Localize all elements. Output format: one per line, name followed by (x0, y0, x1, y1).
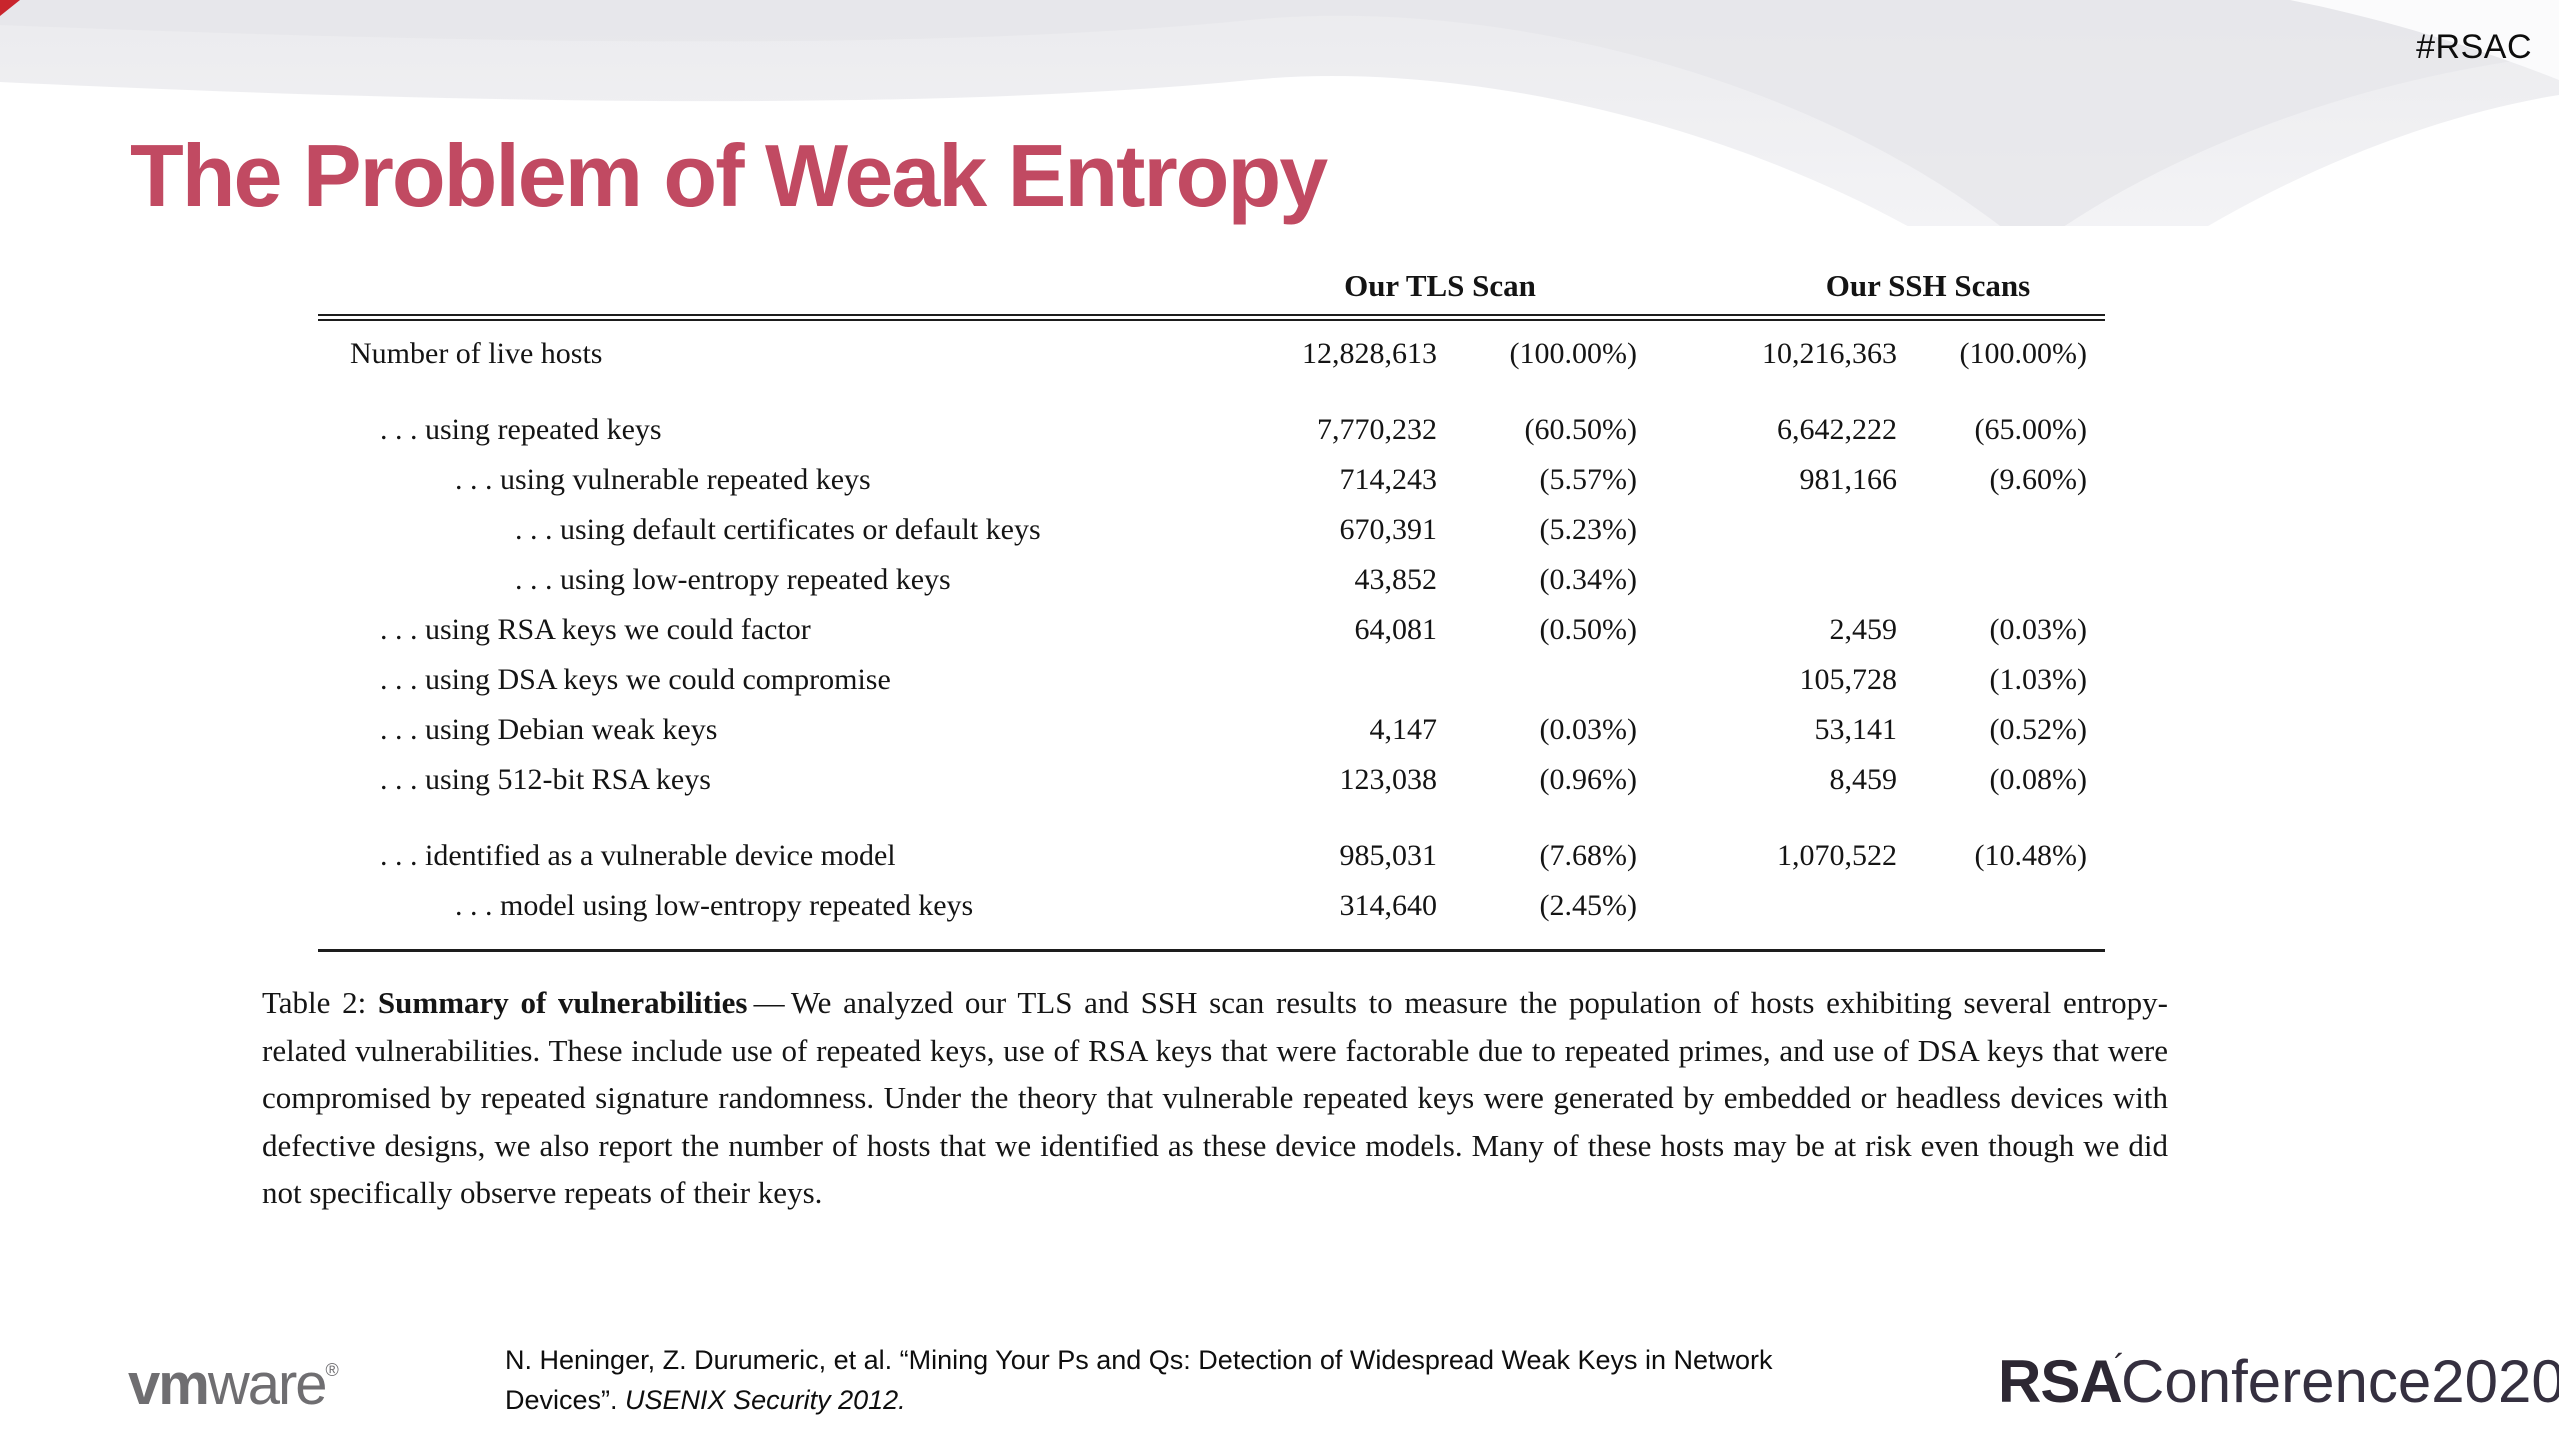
ssh-percent: (9.60%) (1989, 463, 2087, 496)
table-row: . . . using low-entropy repeated keys 43… (318, 555, 2105, 605)
table-bottom-rule (318, 949, 2105, 952)
column-header-tls: Our TLS Scan (1344, 268, 1536, 303)
hashtag-rsac: #RSAC (2416, 28, 2532, 66)
tls-percent: (7.68%) (1539, 839, 1637, 872)
tls-percent: (5.57%) (1539, 463, 1637, 496)
ssh-count: 10,216,363 (1762, 337, 1897, 370)
table-caption: Table 2: Summary of vulnerabilities — We… (262, 979, 2168, 1217)
ssh-count: 1,070,522 (1777, 839, 1897, 872)
row-label: . . . model using low-entropy repeated k… (455, 889, 974, 922)
tls-count: 4,147 (1369, 713, 1438, 746)
rsa-logo-accent-icon: ´ (2113, 1348, 2126, 1386)
row-label: . . . using repeated keys (380, 413, 662, 446)
row-label: . . . using default certificates or defa… (515, 513, 1041, 546)
table-row: . . . using 512-bit RSA keys 123,038 (0.… (318, 755, 2105, 805)
tls-count: 670,391 (1339, 513, 1438, 546)
row-label: . . . using RSA keys we could factor (380, 613, 811, 646)
ssh-count: 105,728 (1799, 663, 1898, 696)
ssh-count (1655, 505, 1915, 555)
table-figure-background (252, 226, 2217, 1276)
row-label: . . . using Debian weak keys (380, 713, 718, 746)
rsa-logo-bold: RSA (1998, 1348, 2123, 1415)
ssh-percent (1915, 555, 2105, 605)
row-label: Number of live hosts (350, 337, 603, 370)
table-row: . . . using repeated keys 7,770,232 (60.… (318, 405, 2105, 455)
registered-mark-icon: ® (325, 1360, 339, 1380)
ssh-percent: (10.48%) (1974, 839, 2087, 872)
tls-percent: (0.03%) (1539, 713, 1637, 746)
table-row: . . . using vulnerable repeated keys 714… (318, 455, 2105, 505)
table-header-row: Our TLS Scan Our SSH Scans (318, 244, 2105, 314)
table-body: Number of live hosts 12,828,613 (100.00%… (318, 321, 2105, 931)
column-header-ssh: Our SSH Scans (1825, 268, 2031, 303)
table-row: . . . using RSA keys we could factor 64,… (318, 605, 2105, 655)
ssh-count: 981,166 (1799, 463, 1898, 496)
ssh-count: 8,459 (1829, 763, 1898, 796)
tls-count: 43,852 (1354, 563, 1438, 596)
tls-percent (1455, 655, 1655, 705)
row-label: . . . using DSA keys we could compromise (380, 663, 891, 696)
ssh-percent: (100.00%) (1959, 337, 2087, 370)
tls-percent: (2.45%) (1539, 889, 1637, 922)
tls-percent: (5.23%) (1539, 513, 1637, 546)
caption-label: Table 2: (262, 985, 367, 1020)
ssh-percent: (1.03%) (1989, 663, 2087, 696)
tls-count: 314,640 (1339, 889, 1438, 922)
ssh-percent: (0.08%) (1989, 763, 2087, 796)
vmware-logo-rest: ware (207, 1352, 328, 1417)
row-label: . . . identified as a vulnerable device … (380, 839, 896, 872)
caption-dash: — (747, 985, 791, 1020)
table-row: . . . using default certificates or defa… (318, 505, 2105, 555)
tls-percent: (100.00%) (1509, 337, 1637, 370)
ssh-count: 6,642,222 (1777, 413, 1897, 446)
tls-count: 714,243 (1339, 463, 1438, 496)
tls-count: 7,770,232 (1317, 413, 1437, 446)
rsa-logo-rest: Conference2020 (2121, 1348, 2559, 1415)
citation-line-2-regular: Devices”. (505, 1385, 626, 1415)
ssh-count: 2,459 (1829, 613, 1898, 646)
tls-percent: (0.96%) (1539, 763, 1637, 796)
table-row: Number of live hosts 12,828,613 (100.00%… (318, 329, 2105, 379)
vmware-logo: vmware® (128, 1340, 339, 1415)
table-header-rule (318, 314, 2105, 321)
ssh-count: 53,141 (1814, 713, 1898, 746)
row-label: . . . using low-entropy repeated keys (515, 563, 951, 596)
row-label: . . . using vulnerable repeated keys (455, 463, 871, 496)
tls-count (1195, 655, 1455, 705)
ssh-count (1655, 555, 1915, 605)
tls-percent: (60.50%) (1524, 413, 1637, 446)
tls-count: 12,828,613 (1302, 337, 1437, 370)
tls-count: 123,038 (1339, 763, 1438, 796)
ssh-percent: (0.52%) (1989, 713, 2087, 746)
vmware-logo-bold: vm (128, 1352, 210, 1417)
tls-count: 64,081 (1354, 613, 1438, 646)
table-row: . . . identified as a vulnerable device … (318, 831, 2105, 881)
ssh-count (1655, 881, 1915, 931)
ssh-percent (1915, 881, 2105, 931)
ssh-percent (1915, 505, 2105, 555)
rsa-conference-logo: RSA´Conference2020 (1998, 1336, 2559, 1413)
tls-percent: (0.34%) (1539, 563, 1637, 596)
row-label: . . . using 512-bit RSA keys (380, 763, 711, 796)
caption-body: We analyzed our TLS and SSH scan results… (262, 985, 2168, 1210)
tls-percent: (0.50%) (1539, 613, 1637, 646)
table-row: . . . using Debian weak keys 4,147 (0.03… (318, 705, 2105, 755)
ssh-percent: (0.03%) (1989, 613, 2087, 646)
caption-title: Summary of vulnerabilities (377, 985, 748, 1020)
citation-line-2-italic: USENIX Security 2012. (625, 1385, 906, 1415)
slide-title: The Problem of Weak Entropy (130, 125, 1328, 225)
table-row: . . . model using low-entropy repeated k… (318, 881, 2105, 931)
citation-line-1: N. Heninger, Z. Durumeric, et al. “Minin… (505, 1345, 1773, 1375)
ssh-percent: (65.00%) (1974, 413, 2087, 446)
tls-count: 985,031 (1339, 839, 1438, 872)
table-row: . . . using DSA keys we could compromise… (318, 655, 2105, 705)
citation-line-2: Devices”. USENIX Security 2012. (505, 1380, 1925, 1420)
vulnerability-table: Our TLS Scan Our SSH Scans Number of liv… (318, 244, 2105, 952)
citation: N. Heninger, Z. Durumeric, et al. “Minin… (505, 1340, 1925, 1420)
